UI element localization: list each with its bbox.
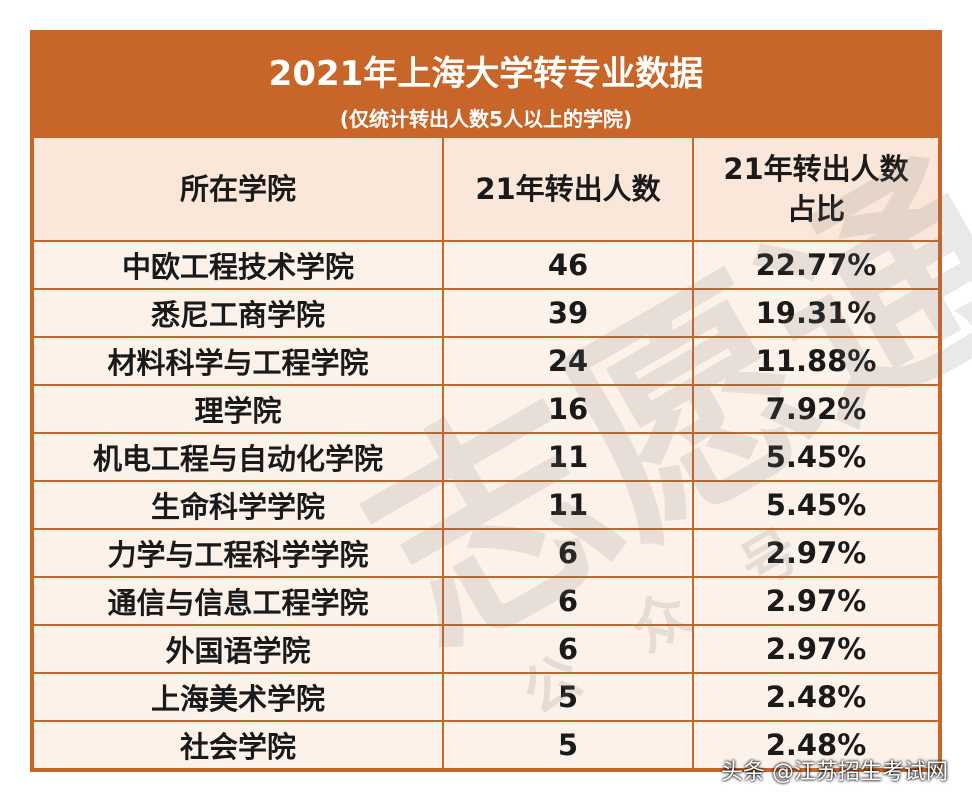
subtitle: (仅统计转出人数5人以上的学院) [339, 107, 633, 131]
table-cell: 11 [442, 480, 694, 530]
table-cell: 中欧工程技术学院 [32, 240, 444, 290]
table-row: 机电工程与自动化学院 11 5.45% [32, 432, 940, 482]
table-cell: 16 [442, 384, 694, 434]
table-cell: 46 [442, 240, 694, 290]
table-row: 中欧工程技术学院 46 22.77% [32, 240, 940, 290]
table-cell: 社会学院 [32, 720, 444, 770]
table-cell: 机电工程与自动化学院 [32, 432, 444, 482]
table-cell: 6 [442, 624, 694, 674]
table-row: 社会学院 5 2.48% [32, 720, 940, 770]
column-header: 所在学院 [32, 136, 444, 242]
header-row: 所在学院 21年转出人数 21年转出人数占比 [32, 136, 940, 242]
table-cell: 力学与工程科学学院 [32, 528, 444, 578]
table-row: 通信与信息工程学院 6 2.97% [32, 576, 940, 626]
column-header: 21年转出人数 [442, 136, 694, 242]
table-cell: 生命科学学院 [32, 480, 444, 530]
table-cell: 22.77% [692, 240, 940, 290]
table-cell: 悉尼工商学院 [32, 288, 444, 338]
table-row: 理学院 16 7.92% [32, 384, 940, 434]
table-cell: 5 [442, 720, 694, 770]
table-cell: 2.48% [692, 720, 940, 770]
table-row: 上海美术学院 5 2.48% [32, 672, 940, 722]
table-cell: 24 [442, 336, 694, 386]
table-cell: 通信与信息工程学院 [32, 576, 444, 626]
title-band: 2021年上海大学转专业数据 (仅统计转出人数5人以上的学院) [32, 32, 940, 136]
table-body: 中欧工程技术学院 46 22.77% 悉尼工商学院 39 19.31% 材料科学与工程学院 2… [32, 240, 940, 770]
table-row: 力学与工程科学学院 6 2.97% [32, 528, 940, 578]
table-cell: 上海美术学院 [32, 672, 444, 722]
table-cell: 2.97% [692, 624, 940, 674]
column-header: 21年转出人数占比 [692, 136, 940, 242]
table-cell: 材料科学与工程学院 [32, 336, 444, 386]
table-cell: 5 [442, 672, 694, 722]
table-cell: 理学院 [32, 384, 444, 434]
table-cell: 6 [442, 576, 694, 626]
table-cell: 2.48% [692, 672, 940, 722]
data-table: 所在学院 21年转出人数 21年转出人数占比 中欧工程技术学院 46 22.77% 悉尼工… [32, 136, 940, 770]
table-cell: 5.45% [692, 480, 940, 530]
table-row: 材料科学与工程学院 24 11.88% [32, 336, 940, 386]
table-frame: 2021年上海大学转专业数据 (仅统计转出人数5人以上的学院) 所在学院 21年转… [30, 30, 942, 772]
footer: 头条 @江苏招生考试网 [721, 760, 948, 785]
table-row: 外国语学院 6 2.97% [32, 624, 940, 674]
table-cell: 2.97% [692, 528, 940, 578]
table-cell: 19.31% [692, 288, 940, 338]
table-row: 悉尼工商学院 39 19.31% [32, 288, 940, 338]
table-cell: 2.97% [692, 576, 940, 626]
table-cell: 39 [442, 288, 694, 338]
table-cell: 7.92% [692, 384, 940, 434]
table-cell: 5.45% [692, 432, 940, 482]
table-cell: 11 [442, 432, 694, 482]
table-cell: 6 [442, 528, 694, 578]
table-cell: 外国语学院 [32, 624, 444, 674]
table-cell: 11.88% [692, 336, 940, 386]
title: 2021年上海大学转专业数据 [268, 54, 704, 94]
table-row: 生命科学学院 11 5.45% [32, 480, 940, 530]
